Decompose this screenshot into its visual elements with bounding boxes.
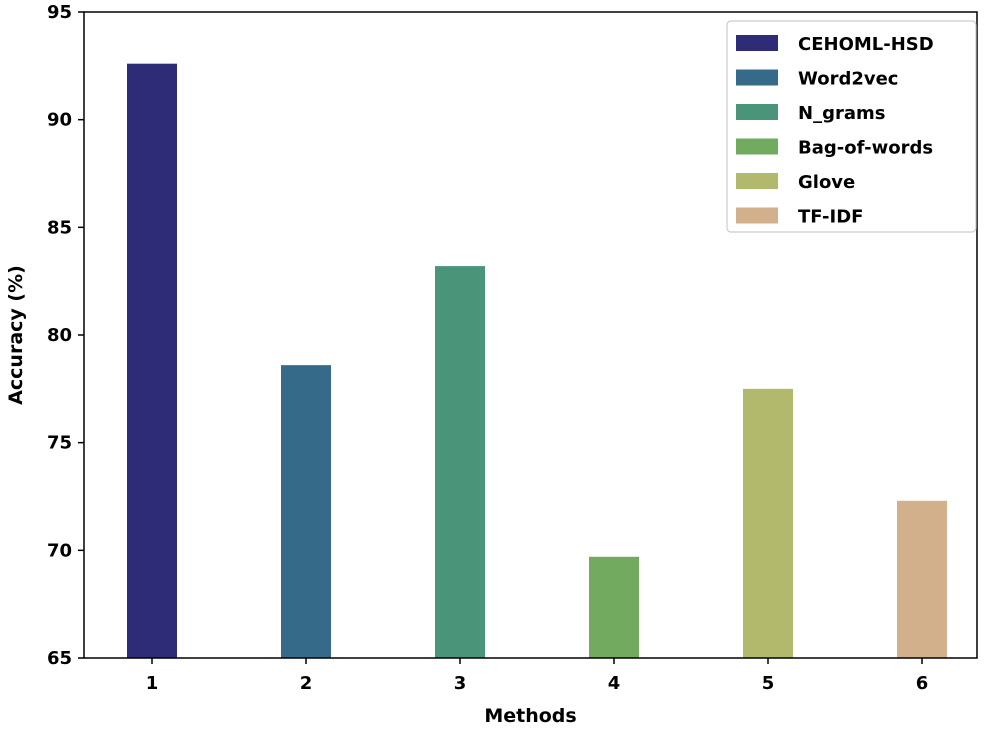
bar-6 — [897, 500, 947, 658]
legend-swatch — [736, 104, 778, 120]
legend-entry-label: N_grams — [798, 103, 885, 124]
legend-entry-label: Bag-of-words — [798, 138, 933, 159]
y-axis-label: Accuracy (%) — [5, 265, 27, 405]
x-tick-label: 2 — [300, 673, 313, 694]
legend-swatch — [736, 207, 778, 224]
x-tick-label: 3 — [454, 673, 467, 694]
x-tick-label: 4 — [608, 673, 621, 694]
bars-layer — [127, 63, 947, 659]
bar-1 — [127, 63, 177, 659]
x-tick-label: 5 — [762, 673, 775, 694]
legend-swatch — [736, 173, 778, 189]
legend-entry-label: CEHOML-HSD — [798, 34, 934, 55]
y-tick-label: 65 — [47, 648, 72, 669]
x-tick-label: 6 — [916, 673, 929, 694]
bar-3 — [435, 266, 485, 658]
y-tick-label: 75 — [47, 433, 72, 454]
y-tick-label: 95 — [47, 2, 72, 23]
legend-entry-label: Glove — [798, 172, 855, 193]
y-tick-label: 85 — [47, 217, 72, 238]
legend-entry-label: Word2vec — [798, 69, 898, 90]
bar-4 — [589, 556, 639, 658]
bar-2 — [281, 365, 331, 658]
y-tick-label: 90 — [47, 110, 72, 131]
ticks-layer: 65 70 75 80 85 90 95 1 2 3 4 5 6 — [47, 2, 928, 694]
y-tick-label: 70 — [47, 540, 72, 561]
x-tick-label: 1 — [146, 673, 159, 694]
legend-box — [726, 20, 977, 233]
y-tick-label: 80 — [47, 325, 72, 346]
legend: CEHOML-HSD Word2vec N_grams Bag-of-words Glo… — [726, 20, 977, 233]
bar-5 — [743, 388, 793, 658]
legend-swatch — [736, 138, 778, 155]
legend-entry-label: TF-IDF — [798, 207, 863, 228]
legend-swatch — [736, 35, 778, 51]
legend-swatch — [736, 69, 778, 86]
x-axis-label: Methods — [484, 705, 576, 727]
